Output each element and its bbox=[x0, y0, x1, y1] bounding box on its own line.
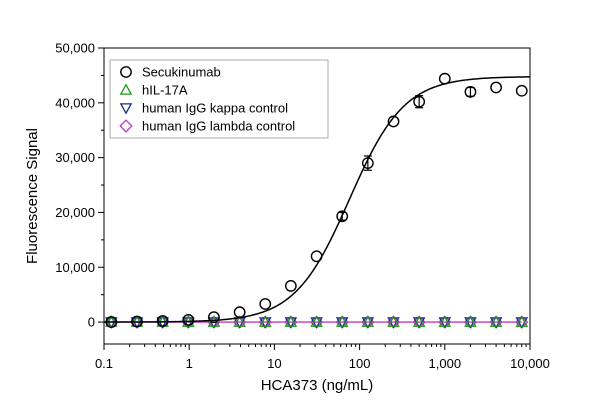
data-point bbox=[284, 315, 298, 327]
series-secukinumab bbox=[104, 72, 530, 328]
data-point bbox=[105, 316, 118, 328]
data-point bbox=[310, 250, 323, 263]
data-point bbox=[464, 85, 477, 98]
data-point bbox=[387, 315, 400, 327]
data-point bbox=[259, 298, 272, 310]
legend-marker bbox=[119, 119, 133, 133]
data-point bbox=[233, 315, 246, 327]
y-tick-label: 0 bbox=[88, 315, 95, 330]
data-point bbox=[489, 315, 503, 327]
legend-label: human IgG lambda control bbox=[142, 119, 295, 134]
y-axis-title: Fluorescence Signal bbox=[24, 128, 41, 264]
data-point bbox=[156, 315, 169, 327]
x-tick-label: 10 bbox=[267, 356, 281, 371]
data-point bbox=[413, 95, 426, 108]
legend-box bbox=[109, 59, 329, 139]
legend-marker bbox=[119, 83, 133, 95]
fit-curve bbox=[104, 76, 530, 323]
x-axis-title: HCA373 (ng/mL) bbox=[261, 377, 374, 394]
data-point bbox=[258, 315, 272, 327]
x-tick-label: 0.1 bbox=[95, 356, 113, 371]
data-point bbox=[464, 315, 477, 327]
y-tick-label: 10,000 bbox=[55, 260, 95, 275]
legend-label: Secukinumab bbox=[142, 65, 221, 80]
x-tick-label: 1,000 bbox=[429, 356, 462, 371]
data-point bbox=[182, 313, 195, 326]
data-point bbox=[515, 315, 529, 327]
data-layer bbox=[104, 72, 530, 329]
data-point bbox=[284, 279, 297, 292]
plot-frame bbox=[103, 47, 531, 345]
legend-marker bbox=[120, 66, 132, 78]
data-point bbox=[336, 210, 349, 223]
y-tick-label: 20,000 bbox=[55, 205, 95, 220]
data-point bbox=[438, 72, 451, 85]
y-tick-label: 50,000 bbox=[55, 41, 95, 56]
data-point bbox=[387, 115, 400, 128]
data-point bbox=[515, 84, 528, 97]
x-tick-label: 10,000 bbox=[510, 356, 550, 371]
data-point bbox=[335, 315, 349, 327]
legend: Secukinumab hIL-17A human IgG kappa contro… bbox=[109, 59, 329, 139]
data-point bbox=[361, 315, 375, 327]
x-tick-label: 100 bbox=[349, 356, 371, 371]
data-point bbox=[412, 315, 426, 327]
legend-marker bbox=[119, 103, 133, 115]
data-point bbox=[233, 306, 246, 319]
data-point bbox=[438, 315, 452, 327]
data-point bbox=[310, 315, 323, 327]
y-tick-label: 30,000 bbox=[55, 150, 95, 165]
data-point bbox=[361, 157, 374, 170]
legend-label: hIL-17A bbox=[142, 83, 188, 98]
data-point bbox=[208, 311, 220, 324]
x-tick-label: 1 bbox=[186, 356, 193, 371]
data-point bbox=[490, 81, 502, 94]
data-point bbox=[131, 315, 143, 328]
y-tick-label: 40,000 bbox=[55, 95, 95, 110]
legend-label: human IgG kappa control bbox=[142, 101, 288, 116]
